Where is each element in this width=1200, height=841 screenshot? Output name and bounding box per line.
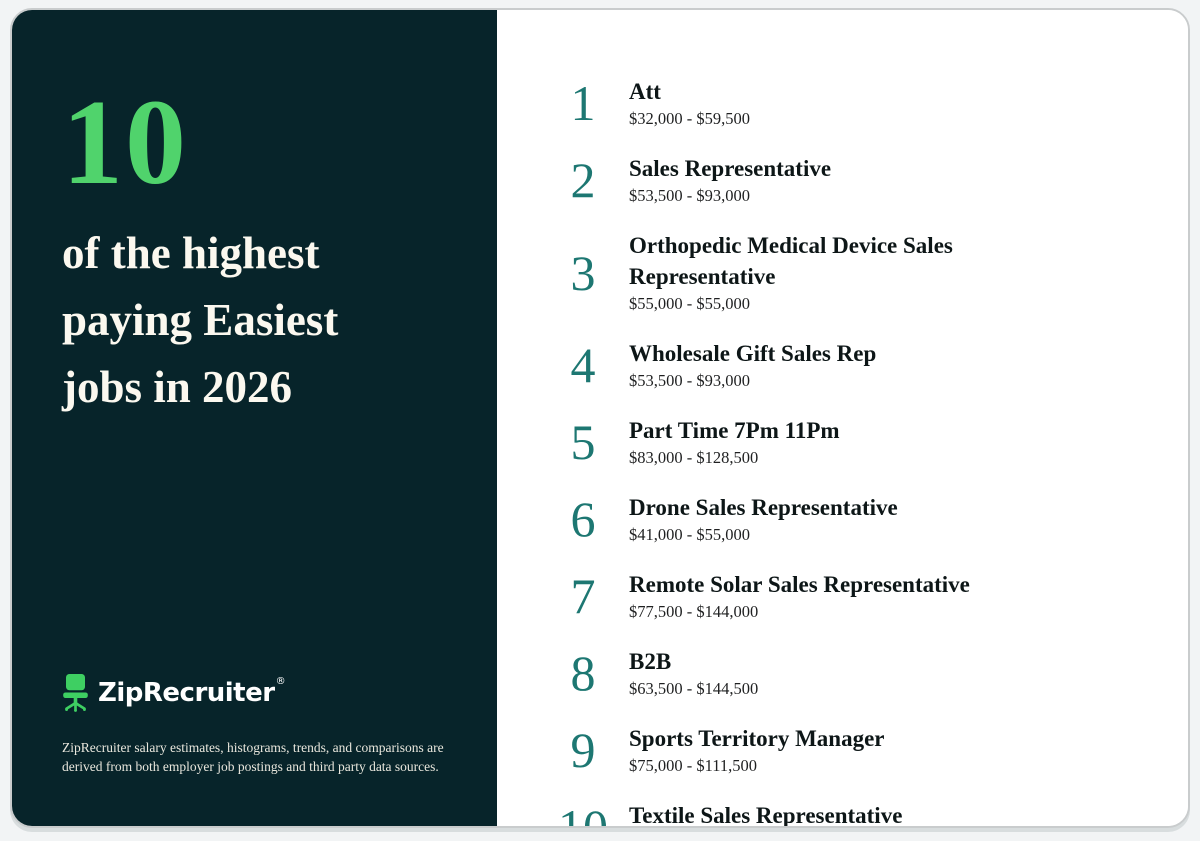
- job-salary: $55,000 - $55,000: [629, 294, 750, 313]
- job-salary: $41,000 - $55,000: [629, 525, 750, 544]
- job-list-panel: 1 Att $32,000 - $59,500 2 Sales Represen…: [497, 10, 1188, 826]
- job-rank: 5: [570, 414, 596, 470]
- left-panel: 10 of the highest paying Easiest jobs in…: [12, 10, 497, 826]
- list-item: 9 Sports Territory Manager $75,000 - $11…: [547, 723, 1128, 777]
- job-title: Wholesale Gift Sales Rep: [629, 341, 877, 366]
- page-title: of the highest paying Easiest jobs in 20…: [62, 228, 339, 412]
- job-title: Part Time 7Pm 11Pm: [629, 418, 840, 443]
- job-info: B2B $63,500 - $144,500: [629, 646, 758, 700]
- disclaimer-text: ZipRecruiter salary estimates, histogram…: [62, 740, 444, 774]
- list-item: 1 Att $32,000 - $59,500: [547, 76, 1128, 130]
- job-info: Sports Territory Manager $75,000 - $111,…: [629, 723, 885, 777]
- job-rank: 10: [558, 799, 608, 828]
- job-info: Remote Solar Sales Representative $77,50…: [629, 569, 970, 623]
- job-title: Att: [629, 79, 661, 104]
- job-rank: 3: [570, 244, 596, 301]
- job-info: Sales Representative $53,500 - $93,000: [629, 153, 831, 207]
- job-info: Textile Sales Representative $53,500 - $…: [629, 800, 903, 828]
- job-salary: $77,500 - $144,000: [629, 602, 759, 621]
- job-rank: 7: [570, 568, 596, 624]
- registered-trademark-symbol: ®: [275, 676, 286, 687]
- big-number: 10: [62, 75, 188, 210]
- job-title: Sales Representative: [629, 156, 832, 181]
- job-rank: 9: [570, 722, 596, 778]
- job-info: Part Time 7Pm 11Pm $83,000 - $128,500: [629, 415, 840, 469]
- list-item: 4 Wholesale Gift Sales Rep $53,500 - $93…: [547, 338, 1128, 392]
- infographic-card: 10 of the highest paying Easiest jobs in…: [10, 8, 1190, 828]
- job-title: B2B: [629, 649, 672, 674]
- list-item: 6 Drone Sales Representative $41,000 - $…: [547, 492, 1128, 546]
- list-item: 10 Textile Sales Representative $53,500 …: [547, 799, 1128, 828]
- list-item: 7 Remote Solar Sales Representative $77,…: [547, 569, 1128, 623]
- job-salary: $63,500 - $144,500: [629, 679, 759, 698]
- job-salary: $83,000 - $128,500: [629, 448, 759, 467]
- job-salary: $32,000 - $59,500: [629, 109, 750, 128]
- list-item: 5 Part Time 7Pm 11Pm $83,000 - $128,500: [547, 415, 1128, 469]
- list-item: 3 Orthopedic Medical Device Sales Repres…: [547, 230, 1128, 315]
- job-info: Drone Sales Representative $41,000 - $55…: [629, 492, 898, 546]
- job-salary: $53,500 - $93,000: [629, 186, 750, 205]
- job-info: Wholesale Gift Sales Rep $53,500 - $93,0…: [629, 338, 876, 392]
- job-title: Sports Territory Manager: [629, 726, 885, 751]
- office-chair-icon: [62, 674, 89, 712]
- job-rank: 4: [570, 337, 596, 393]
- ziprecruiter-logo: ZipRecruiter ®: [62, 674, 449, 712]
- job-rank: 1: [570, 75, 596, 131]
- job-list: 1 Att $32,000 - $59,500 2 Sales Represen…: [547, 76, 1128, 828]
- job-info: Orthopedic Medical Device Sales Represen…: [629, 230, 1094, 315]
- list-item: 2 Sales Representative $53,500 - $93,000: [547, 153, 1128, 207]
- job-title: Drone Sales Representative: [629, 495, 898, 520]
- job-rank: 8: [570, 645, 596, 701]
- job-info: Att $32,000 - $59,500: [629, 76, 750, 130]
- job-salary: $75,000 - $111,500: [629, 756, 758, 775]
- job-rank: 2: [570, 152, 596, 208]
- job-title: Orthopedic Medical Device Sales Represen…: [629, 233, 953, 289]
- job-rank: 6: [570, 491, 596, 547]
- job-salary: $53,500 - $93,000: [629, 371, 750, 390]
- logo-text: ZipRecruiter: [98, 678, 275, 708]
- list-item: 8 B2B $63,500 - $144,500: [547, 646, 1128, 700]
- job-title: Remote Solar Sales Representative: [629, 572, 970, 597]
- job-title: Textile Sales Representative: [629, 803, 903, 828]
